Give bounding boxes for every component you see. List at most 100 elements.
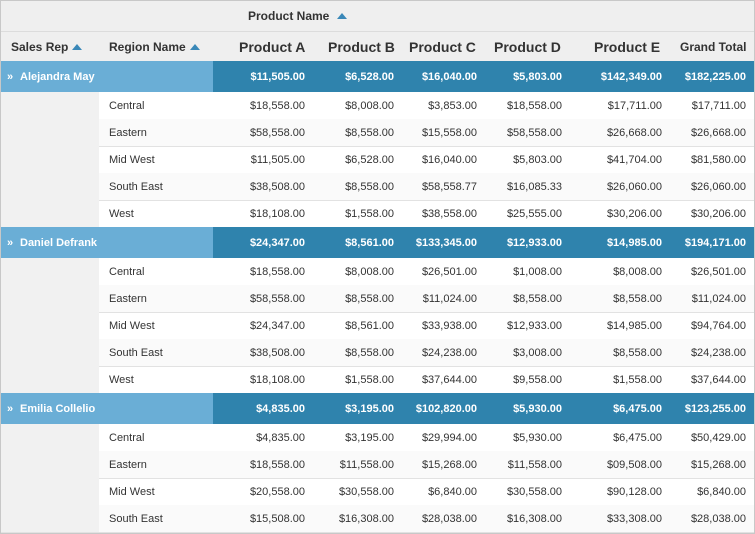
group-total-product-d: $5,930.00 xyxy=(513,402,562,415)
value-cell-product-c: $6,840.00 xyxy=(428,485,477,498)
row-indent xyxy=(1,339,99,366)
region-name-cell: Mid West xyxy=(109,319,155,332)
value-cell-product-d: $1,008.00 xyxy=(513,265,562,278)
sales-rep-toggle[interactable]: » Emilia Collelio xyxy=(1,393,213,424)
value-cell-grand-total: $11,024.00 xyxy=(691,292,746,305)
value-cell-product-c: $15,558.00 xyxy=(421,126,477,139)
sales-rep-name: Alejandra May xyxy=(20,70,95,83)
row-indent xyxy=(1,200,99,227)
group-total-product-d: $12,933.00 xyxy=(506,236,562,249)
region-name-cell: West xyxy=(109,373,134,386)
value-cell-product-c: $28,038.00 xyxy=(421,512,477,525)
row-indent xyxy=(1,119,99,146)
value-cell-product-b: $8,561.00 xyxy=(345,319,394,332)
sales-rep-toggle[interactable]: » Alejandra May xyxy=(1,61,213,92)
sales-rep-toggle[interactable]: » Daniel Defrank xyxy=(1,227,213,258)
value-cell-product-c: $26,501.00 xyxy=(421,265,477,278)
value-cell-product-a: $11,505.00 xyxy=(250,153,305,166)
value-cell-product-a: $58,558.00 xyxy=(249,292,305,305)
value-cell-grand-total: $28,038.00 xyxy=(690,512,746,525)
value-cell-product-b: $11,558.00 xyxy=(339,458,394,471)
table-row: Eastern $58,558.00 $8,558.00 $15,558.00 $58,… xyxy=(1,119,754,147)
region-name-sort-header[interactable]: Region Name xyxy=(109,32,200,62)
chevron-right-icon: » xyxy=(7,236,14,249)
sales-rep-name: Daniel Defrank xyxy=(20,236,98,249)
column-header-product-d[interactable]: Product D xyxy=(494,39,561,55)
value-cell-product-c: $29,994.00 xyxy=(421,431,477,444)
table-row: South East $15,508.00 $16,308.00 $28,038.00… xyxy=(1,505,754,533)
value-cell-product-d: $30,558.00 xyxy=(506,485,562,498)
table-row: Eastern $18,558.00 $11,558.00 $15,268.00 $11… xyxy=(1,451,754,479)
column-header-product-e[interactable]: Product E xyxy=(594,39,661,55)
table-row: Central $18,558.00 $8,008.00 $3,853.00 $18,5… xyxy=(1,92,754,120)
table-row: West $18,108.00 $1,558.00 $38,558.00 $25,555… xyxy=(1,200,754,228)
value-cell-product-c: $58,558.77 xyxy=(421,180,477,193)
value-cell-product-c: $37,644.00 xyxy=(421,373,477,386)
value-cell-product-a: $20,558.00 xyxy=(249,485,305,498)
column-header-grand-total[interactable]: Grand Total xyxy=(680,40,747,54)
value-cell-product-a: $4,835.00 xyxy=(256,431,305,444)
table-row: South East $38,508.00 $8,558.00 $24,238.00 $… xyxy=(1,339,754,367)
row-indent xyxy=(1,285,99,312)
row-indent xyxy=(1,312,99,339)
column-header-product-a[interactable]: Product A xyxy=(239,39,306,55)
value-cell-product-e: $41,704.00 xyxy=(606,153,662,166)
value-cell-product-e: $90,128.00 xyxy=(606,485,662,498)
region-name-cell: Central xyxy=(109,265,145,278)
sort-ascending-icon xyxy=(72,44,83,50)
sales-rep-sort-header[interactable]: Sales Rep xyxy=(11,32,83,62)
value-cell-product-e: $8,558.00 xyxy=(613,292,662,305)
value-cell-product-b: $8,558.00 xyxy=(345,346,394,359)
value-cell-product-d: $5,803.00 xyxy=(513,153,562,166)
value-cell-product-d: $12,933.00 xyxy=(506,319,562,332)
row-indent xyxy=(1,258,99,285)
value-cell-product-d: $25,555.00 xyxy=(506,207,562,220)
value-cell-product-b: $8,008.00 xyxy=(345,265,394,278)
group-total-product-b: $8,561.00 xyxy=(345,236,394,249)
column-header-product-c[interactable]: Product C xyxy=(409,39,476,55)
value-cell-product-b: $30,558.00 xyxy=(338,485,394,498)
column-header-product-b[interactable]: Product B xyxy=(328,39,395,55)
value-cell-grand-total: $37,644.00 xyxy=(690,373,746,386)
sort-ascending-icon xyxy=(189,44,200,50)
row-indent xyxy=(1,366,99,393)
table-row: Eastern $58,558.00 $8,558.00 $11,024.00 $8,5… xyxy=(1,285,754,313)
region-name-cell: Central xyxy=(109,99,145,112)
value-cell-product-d: $3,008.00 xyxy=(513,346,562,359)
table-row: Mid West $11,505.00 $6,528.00 $16,040.00 $5,… xyxy=(1,146,754,174)
value-cell-product-a: $58,558.00 xyxy=(249,126,305,139)
value-cell-product-a: $18,558.00 xyxy=(249,265,305,278)
value-cell-product-c: $33,938.00 xyxy=(421,319,477,332)
group-total-product-c: $16,040.00 xyxy=(421,70,477,83)
group-total-product-d: $5,803.00 xyxy=(513,70,562,83)
region-name-cell: West xyxy=(109,207,134,220)
value-cell-product-e: $6,475.00 xyxy=(613,431,662,444)
value-cell-grand-total: $26,501.00 xyxy=(690,265,746,278)
value-cell-product-e: $8,008.00 xyxy=(613,265,662,278)
region-name-cell: Eastern xyxy=(109,458,147,471)
product-name-sort-header[interactable]: Product Name xyxy=(248,9,348,23)
value-cell-product-b: $8,558.00 xyxy=(345,180,394,193)
value-cell-product-c: $38,558.00 xyxy=(421,207,477,220)
group-total-grand-total: $194,171.00 xyxy=(684,236,746,249)
row-indent xyxy=(1,478,99,505)
group-total-product-a: $4,835.00 xyxy=(256,402,305,415)
value-cell-grand-total: $15,268.00 xyxy=(690,458,746,471)
value-cell-product-b: $1,558.00 xyxy=(345,207,394,220)
value-cell-grand-total: $50,429.00 xyxy=(690,431,746,444)
value-cell-product-c: $11,024.00 xyxy=(422,292,477,305)
column-pivot-header: Product Name xyxy=(1,1,754,31)
group-total-product-e: $142,349.00 xyxy=(600,70,662,83)
region-name-cell: Central xyxy=(109,431,145,444)
value-cell-product-a: $18,108.00 xyxy=(249,207,305,220)
value-cell-grand-total: $81,580.00 xyxy=(690,153,746,166)
value-cell-product-e: $8,558.00 xyxy=(613,346,662,359)
table-row: Mid West $24,347.00 $8,561.00 $33,938.00 $12… xyxy=(1,312,754,340)
row-indent xyxy=(1,505,99,532)
value-cell-product-b: $1,558.00 xyxy=(345,373,394,386)
value-cell-product-a: $18,558.00 xyxy=(249,99,305,112)
value-cell-product-d: $8,558.00 xyxy=(513,292,562,305)
group-total-product-b: $3,195.00 xyxy=(345,402,394,415)
value-cell-grand-total: $6,840.00 xyxy=(697,485,746,498)
value-cell-product-d: $58,558.00 xyxy=(506,126,562,139)
